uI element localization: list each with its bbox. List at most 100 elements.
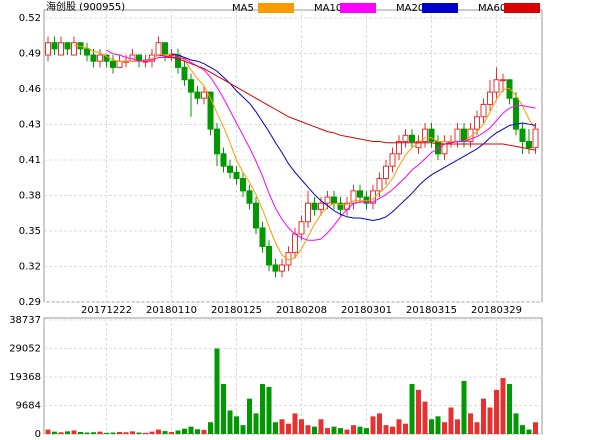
candle-body: [454, 128, 461, 142]
volume-bar: [487, 407, 493, 434]
candle-body: [181, 66, 188, 81]
candle-body: [428, 128, 435, 142]
volume-bar: [338, 428, 343, 434]
ma-line: [158, 54, 536, 151]
volume-bar: [435, 416, 441, 434]
candle-body: [246, 190, 253, 204]
candle-body: [376, 178, 383, 192]
volume-bar: [409, 383, 415, 434]
candle-body: [220, 153, 227, 167]
ma-line: [106, 49, 536, 241]
candle-body: [188, 79, 194, 93]
volume-tick-label: 19368: [9, 372, 41, 383]
candle-body: [474, 116, 480, 130]
volume-bar: [442, 422, 447, 434]
volume-bar: [240, 425, 246, 434]
volume-bar: [500, 378, 506, 434]
candle-body: [272, 264, 279, 272]
volume-bar: [390, 426, 395, 434]
y-tick-label: 0.43: [19, 120, 41, 131]
volume-bar: [364, 428, 369, 434]
volume-tick-label: 0: [35, 429, 41, 440]
candle-body: [389, 153, 396, 167]
legend-swatch: [258, 3, 294, 13]
candle-body: [298, 221, 305, 235]
candle-body: [493, 79, 500, 93]
volume-bar: [208, 422, 213, 434]
volume-bar: [286, 423, 291, 434]
candle-body: [90, 54, 97, 62]
y-tick-label: 0.52: [19, 13, 41, 24]
volume-bar: [325, 428, 330, 434]
candle-body: [227, 165, 233, 173]
candle-body: [253, 202, 259, 229]
candle-body: [110, 60, 116, 68]
volume-bar: [396, 419, 402, 434]
legend-label: MA10: [314, 3, 342, 14]
volume-bar: [91, 432, 96, 434]
volume-bar: [370, 416, 376, 434]
volume-bar: [383, 425, 389, 434]
candle-body: [207, 91, 214, 130]
ma-line: [171, 53, 536, 222]
volume-bar: [156, 429, 161, 434]
candle-body: [526, 140, 532, 149]
candle-body: [240, 178, 246, 192]
candle-body: [324, 196, 331, 204]
candle-body: [233, 171, 240, 180]
volume-bar: [481, 398, 486, 434]
volume-tick-label: 38737: [9, 315, 41, 326]
volume-bar: [104, 432, 109, 434]
x-tick-label: 20180329: [471, 305, 522, 316]
candle-body: [383, 165, 389, 180]
volume-bar: [58, 432, 64, 434]
volume-bar: [513, 413, 519, 434]
legend-label: MA60: [478, 3, 506, 14]
volume-bar: [429, 419, 434, 434]
volume-bar: [136, 432, 142, 434]
volume-bar: [318, 419, 324, 434]
volume-bar: [195, 429, 200, 434]
volume-bar: [221, 383, 226, 434]
volume-bar: [455, 419, 460, 434]
candle-body: [422, 128, 428, 142]
volume-bar: [416, 389, 421, 434]
volume-bar: [201, 429, 207, 434]
ma-line: [73, 44, 536, 261]
volume-bar: [214, 348, 220, 434]
y-tick-label: 0.38: [19, 191, 41, 202]
volume-bar: [448, 407, 454, 434]
candle-body: [45, 42, 51, 56]
volume-bar: [65, 431, 70, 434]
volume-bar: [78, 431, 83, 434]
volume-bar: [143, 432, 148, 434]
candle-body: [84, 48, 90, 56]
y-tick-label: 0.49: [19, 49, 41, 60]
x-tick-label: 20180315: [406, 305, 457, 316]
candle-body: [97, 54, 103, 62]
volume-tick-label: 29052: [9, 344, 41, 355]
volume-bar: [273, 422, 278, 434]
candle-body: [402, 134, 409, 142]
volume-bar: [305, 425, 311, 434]
legend-label: MA5: [232, 3, 254, 14]
volume-bar: [188, 426, 194, 434]
candle-body: [331, 196, 337, 204]
candle-body: [266, 245, 272, 266]
candle-body: [532, 128, 539, 149]
volume-bar: [97, 431, 103, 434]
candle-body: [409, 134, 415, 142]
volume-bar: [474, 422, 480, 434]
volume-bar: [234, 416, 239, 434]
candle-body: [311, 202, 318, 210]
volume-bar: [52, 431, 57, 434]
volume-bar: [292, 413, 298, 434]
candle-body: [155, 42, 162, 56]
volume-bar: [169, 431, 174, 434]
volume-tick-label: 9684: [16, 401, 41, 412]
volume-bar: [422, 401, 428, 434]
candle-body: [58, 42, 64, 56]
volume-bar: [533, 422, 538, 434]
volume-bar: [468, 413, 473, 434]
candle-body: [396, 140, 402, 155]
